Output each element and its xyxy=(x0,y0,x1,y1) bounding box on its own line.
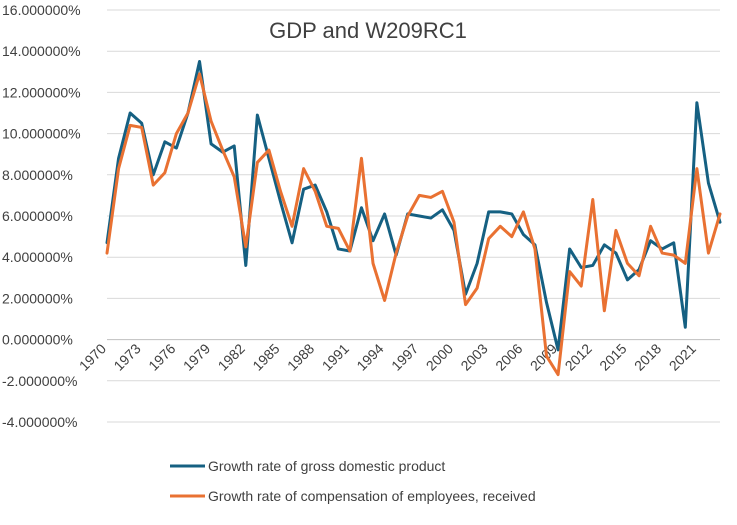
x-tick-label: 1976 xyxy=(145,340,178,373)
x-tick-label: 1982 xyxy=(215,340,248,373)
x-tick-label: 1985 xyxy=(249,340,282,373)
compensation-growth-line xyxy=(105,72,722,377)
x-tick-label: 2015 xyxy=(596,340,629,373)
x-tick-label: 1979 xyxy=(180,340,213,373)
y-axis-tick-labels: -4.000000% -2.000000% 0.000000% 2.000000% 4.… xyxy=(2,2,81,430)
y-tick-label: 8.000000% xyxy=(2,167,73,183)
x-tick-label: 2003 xyxy=(457,340,490,373)
x-tick-label: 1991 xyxy=(319,340,352,373)
y-tick-label: -4.000000% xyxy=(2,414,78,430)
x-tick-label: 2006 xyxy=(492,340,525,373)
x-tick-label: 1997 xyxy=(388,340,421,373)
chart-title: GDP and W209RC1 xyxy=(269,18,467,43)
legend-label: Growth rate of gross domestic product xyxy=(208,458,445,474)
y-tick-label: 16.000000% xyxy=(2,2,81,18)
legend: Growth rate of gross domestic product Gro… xyxy=(170,458,536,504)
y-tick-label: 2.000000% xyxy=(2,290,73,306)
y-tick-label: 10.000000% xyxy=(2,126,81,142)
legend-label: Growth rate of compensation of employees… xyxy=(208,488,536,504)
y-tick-label: 12.000000% xyxy=(2,84,81,100)
x-tick-label: 2018 xyxy=(631,340,664,373)
y-tick-label: 0.000000% xyxy=(2,332,73,348)
gdp-growth-line xyxy=(105,60,722,352)
series-lines xyxy=(105,60,722,377)
x-axis: 1970 1973 1976 1979 1982 1985 1988 1991 1994 1997… xyxy=(76,339,720,374)
x-tick-label: 1970 xyxy=(76,340,109,373)
y-tick-label: 4.000000% xyxy=(2,249,73,265)
x-tick-label: 2000 xyxy=(423,340,456,373)
x-tick-label: 2021 xyxy=(666,340,699,373)
x-tick-label: 1988 xyxy=(284,340,317,373)
y-tick-label: 14.000000% xyxy=(2,43,81,59)
y-tick-label: 6.000000% xyxy=(2,208,73,224)
x-tick-label: 1973 xyxy=(110,340,143,373)
x-tick-label: 2012 xyxy=(562,340,595,373)
x-tick-label: 1994 xyxy=(353,340,386,373)
y-tick-label: -2.000000% xyxy=(2,373,78,389)
